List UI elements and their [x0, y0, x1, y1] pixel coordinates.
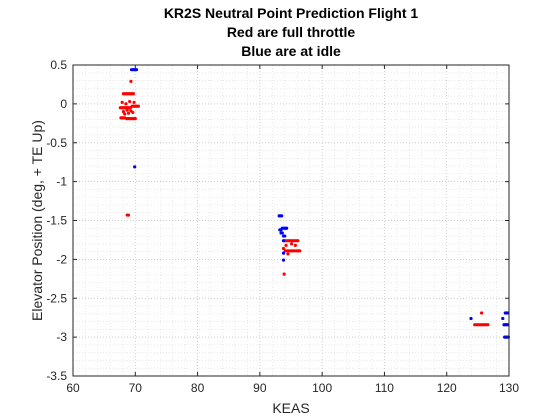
red-data-point — [123, 112, 127, 116]
y-tick-labels: 0.5 0 -0.5 -1 -1.5 -2 -2.5 -3 -3.5 — [46, 58, 67, 383]
chart-title-line-2: Red are full throttle — [227, 24, 356, 40]
red-data-point — [293, 243, 297, 247]
y-tick-label: 0.5 — [50, 58, 67, 72]
y-tick-label: -2.5 — [46, 291, 67, 305]
red-data-point — [281, 246, 286, 251]
y-tick-label: -1.5 — [46, 214, 67, 228]
red-data-point — [136, 104, 140, 108]
x-tick-label: 80 — [191, 381, 205, 395]
blue-data-point — [280, 231, 284, 235]
blue-data-point — [283, 234, 287, 238]
red-data-point — [120, 100, 124, 104]
blue-data-point — [280, 214, 284, 218]
red-data-point — [128, 99, 132, 104]
chart-title-line-1: KR2S Neutral Point Prediction Flight 1 — [164, 5, 419, 21]
red-data-point — [132, 100, 136, 104]
red-data-point — [126, 213, 131, 217]
red-data-point — [125, 108, 129, 112]
blue-data-point — [281, 251, 286, 255]
x-tick-label: 110 — [375, 381, 394, 395]
red-data-point — [286, 252, 290, 256]
red-data-point — [131, 92, 136, 96]
red-data-point — [284, 243, 288, 247]
blue-data-point — [281, 258, 286, 262]
blue-data-point — [285, 226, 289, 230]
red-data-point — [129, 79, 133, 83]
x-tick-label: 130 — [499, 381, 519, 395]
y-tick-label: -1 — [56, 175, 67, 189]
y-tick-label: -3.5 — [46, 369, 67, 383]
blue-data-point — [501, 316, 505, 321]
red-data-point — [298, 249, 302, 253]
x-tick-label: 120 — [437, 381, 457, 395]
x-axis-label: KEAS — [272, 400, 309, 416]
y-tick-label: 0 — [60, 97, 67, 111]
axis-ticks — [72, 64, 510, 377]
blue-data-point — [469, 316, 473, 321]
y-tick-label: -0.5 — [46, 136, 67, 150]
plot-area — [73, 65, 509, 376]
y-axis-label: Elevator Position (deg, + TE Up) — [29, 120, 45, 321]
red-data-point — [133, 117, 137, 121]
red-data-point — [486, 323, 490, 327]
minor-grid — [73, 65, 509, 376]
x-tick-label: 60 — [66, 381, 80, 395]
red-data-point — [131, 110, 135, 115]
blue-data-point — [133, 165, 137, 169]
red-data-point — [296, 239, 300, 243]
y-tick-label: -3 — [56, 330, 67, 344]
x-tick-label: 100 — [312, 381, 332, 395]
x-tick-label: 90 — [253, 381, 267, 395]
red-data-point — [282, 272, 286, 276]
x-tick-labels: 60 70 80 90 100 110 120 130 — [66, 381, 519, 395]
red-data-point — [124, 102, 128, 106]
y-tick-label: -2 — [56, 252, 67, 266]
red-data-point — [290, 242, 294, 246]
red-data-point — [126, 111, 131, 115]
chart-title-line-3: Blue are at idle — [241, 43, 341, 59]
blue-data-point — [281, 239, 286, 243]
red-data-point — [479, 311, 484, 315]
x-tick-label: 70 — [129, 381, 143, 395]
